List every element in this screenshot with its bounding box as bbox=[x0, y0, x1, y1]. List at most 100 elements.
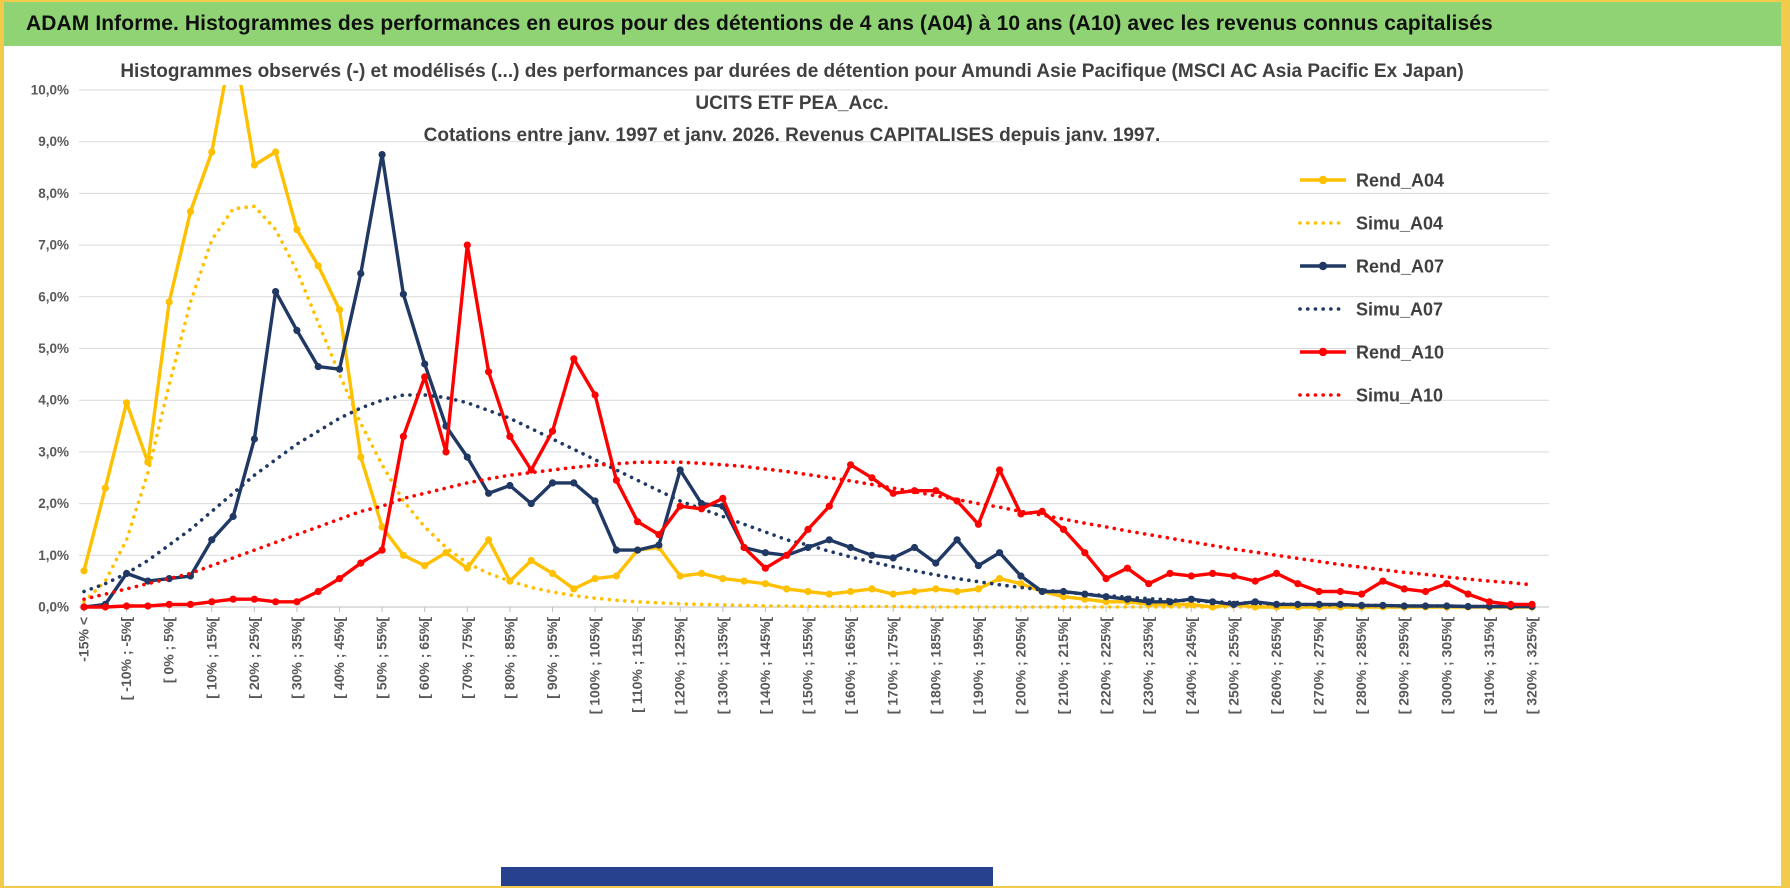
x-axis-label: [ -10% ; -5%[ bbox=[118, 617, 134, 701]
series-marker-Rend_A10 bbox=[527, 466, 535, 474]
legend-item-Rend_A04[interactable]: Rend_A04 bbox=[1300, 171, 1444, 191]
series-marker-Rend_A10 bbox=[314, 587, 322, 596]
series-marker-Rend_A10 bbox=[548, 427, 557, 435]
series-marker-Rend_A07 bbox=[868, 551, 876, 559]
series-marker-Rend_A10 bbox=[80, 603, 88, 611]
series-marker-Rend_A10 bbox=[123, 602, 131, 610]
legend-item-Simu_A07[interactable]: Simu_A07 bbox=[1298, 300, 1443, 320]
series-marker-Rend_A10 bbox=[1485, 598, 1493, 606]
x-axis-label: [ 130% ; 135%[ bbox=[714, 617, 730, 715]
series-marker-Rend_A04 bbox=[953, 587, 961, 596]
series-marker-Rend_A07 bbox=[634, 546, 642, 554]
series-marker-Rend_A07 bbox=[655, 541, 663, 549]
series-marker-Rend_A10 bbox=[1209, 569, 1217, 578]
y-axis-label: 3,0% bbox=[38, 444, 69, 459]
plot-series-group bbox=[80, 85, 1536, 611]
series-marker-Rend_A07 bbox=[485, 489, 493, 497]
legend-label: Simu_A07 bbox=[1356, 300, 1443, 320]
series-marker-Rend_A07 bbox=[953, 536, 961, 544]
series-marker-Rend_A10 bbox=[1528, 600, 1536, 609]
series-marker-Rend_A10 bbox=[1145, 580, 1153, 588]
series-marker-Rend_A07 bbox=[399, 290, 407, 298]
x-axis-label: [ 180% ; 185%[ bbox=[927, 617, 943, 715]
series-marker-Rend_A10 bbox=[485, 368, 493, 376]
legend-item-Simu_A10[interactable]: Simu_A10 bbox=[1298, 386, 1443, 406]
x-axis-label: [ 20% ; 25%[ bbox=[246, 617, 262, 699]
series-marker-Rend_A04 bbox=[208, 148, 216, 156]
legend-marker-Rend_A10 bbox=[1318, 347, 1328, 357]
x-axis-label: [ 280% ; 285%[ bbox=[1353, 617, 1369, 715]
x-axis-label: [ 210% ; 215%[ bbox=[1055, 617, 1071, 715]
series-marker-Rend_A10 bbox=[463, 241, 471, 249]
series-marker-Rend_A07 bbox=[1421, 602, 1430, 610]
series-marker-Rend_A10 bbox=[1336, 587, 1344, 596]
x-axis-label: [ 150% ; 155%[ bbox=[800, 617, 816, 715]
series-marker-Rend_A07 bbox=[506, 481, 514, 490]
legend-label: Rend_A10 bbox=[1356, 343, 1444, 363]
series-marker-Rend_A10 bbox=[272, 598, 280, 606]
series-marker-Rend_A10 bbox=[250, 595, 258, 603]
performance-histogram-chart[interactable]: 10,0% 9,0% 8,0% 7,0% 6,0% 5,0% 4,0% 3,0% 2,0% 1,0… bbox=[4, 46, 1781, 852]
series-marker-Rend_A10 bbox=[1123, 564, 1131, 572]
series-marker-Rend_A04 bbox=[740, 577, 748, 585]
x-axis-label: [ 270% ; 275%[ bbox=[1311, 617, 1327, 715]
y-axis-label: 9,0% bbox=[38, 134, 69, 149]
series-marker-Rend_A04 bbox=[1209, 603, 1217, 611]
series-marker-Rend_A10 bbox=[783, 551, 791, 559]
series-marker-Rend_A04 bbox=[570, 585, 578, 593]
x-axis-label: [ 80% ; 85%[ bbox=[501, 617, 517, 699]
series-line-Simu_A04[interactable] bbox=[82, 204, 1534, 609]
series-marker-Rend_A07 bbox=[697, 500, 706, 508]
series-marker-Rend_A10 bbox=[1272, 569, 1281, 578]
series-marker-Rend_A10 bbox=[932, 487, 940, 495]
legend-label: Simu_A04 bbox=[1356, 214, 1443, 234]
series-marker-Rend_A10 bbox=[229, 595, 237, 603]
series-marker-Rend_A04 bbox=[1081, 595, 1089, 603]
series-marker-Rend_A07 bbox=[463, 453, 471, 461]
series-line-Simu_A07[interactable] bbox=[82, 393, 1534, 609]
series-marker-Rend_A04 bbox=[80, 567, 88, 575]
legend-item-Rend_A10[interactable]: Rend_A10 bbox=[1300, 343, 1444, 363]
series-marker-Rend_A04 bbox=[932, 585, 940, 593]
series-line-Simu_A10[interactable] bbox=[82, 460, 1534, 602]
series-marker-Rend_A07 bbox=[974, 562, 983, 570]
series-marker-Rend_A10 bbox=[357, 559, 365, 567]
series-marker-Rend_A10 bbox=[1059, 525, 1068, 533]
series-marker-Rend_A10 bbox=[1038, 507, 1046, 515]
series-marker-Rend_A04 bbox=[612, 572, 621, 580]
series-marker-Rend_A10 bbox=[634, 518, 642, 526]
x-axis-label: [ 310% ; 315%[ bbox=[1481, 617, 1497, 715]
legend-marker-Rend_A07 bbox=[1318, 261, 1328, 271]
y-axis-label: 10,0% bbox=[31, 83, 69, 98]
series-line-Rend_A10[interactable] bbox=[84, 243, 1532, 609]
x-axis-label: [ 40% ; 45%[ bbox=[331, 617, 347, 699]
series-marker-Rend_A07 bbox=[1059, 587, 1068, 596]
x-axis-label: [ 260% ; 265%[ bbox=[1268, 617, 1284, 715]
series-marker-Rend_A04 bbox=[889, 590, 897, 598]
series-marker-Rend_A04 bbox=[1017, 580, 1025, 588]
series-marker-Rend_A10 bbox=[804, 525, 812, 533]
y-axis-label: 5,0% bbox=[38, 341, 69, 356]
x-axis-label: [ 30% ; 35%[ bbox=[288, 617, 304, 699]
y-axis-label: 4,0% bbox=[38, 393, 69, 408]
series-marker-Rend_A07 bbox=[548, 479, 557, 487]
x-axis-label: -15% < bbox=[76, 617, 92, 662]
page-title: ADAM Informe. Histogrammes des performan… bbox=[26, 12, 1493, 35]
header-bar: ADAM Informe. Histogrammes des performan… bbox=[4, 2, 1781, 46]
legend-label: Rend_A04 bbox=[1356, 171, 1444, 191]
legend-label: Simu_A10 bbox=[1356, 386, 1443, 406]
series-marker-Rend_A10 bbox=[399, 432, 407, 440]
series-marker-Rend_A07 bbox=[1017, 572, 1025, 580]
legend-item-Rend_A07[interactable]: Rend_A07 bbox=[1300, 257, 1444, 277]
series-marker-Rend_A10 bbox=[421, 373, 429, 381]
x-axis-label: [ 230% ; 235%[ bbox=[1140, 617, 1156, 715]
y-axis-label: 0,0% bbox=[38, 600, 69, 615]
series-marker-Rend_A07 bbox=[527, 500, 535, 508]
series-marker-Rend_A07 bbox=[335, 365, 344, 373]
series-marker-Rend_A10 bbox=[293, 598, 301, 606]
series-marker-Rend_A07 bbox=[676, 466, 684, 474]
series-marker-Rend_A10 bbox=[506, 432, 514, 440]
legend-item-Simu_A04[interactable]: Simu_A04 bbox=[1298, 214, 1443, 234]
series-marker-Rend_A04 bbox=[378, 523, 386, 531]
